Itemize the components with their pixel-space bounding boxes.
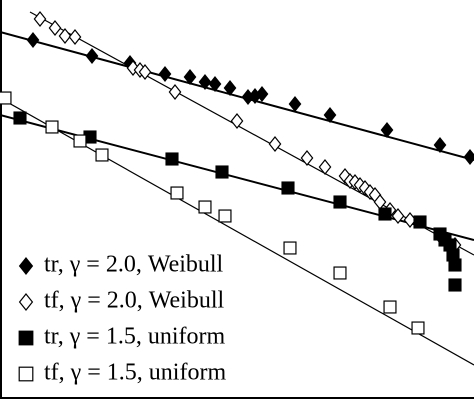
data-point <box>268 136 282 152</box>
fit-line <box>0 31 474 161</box>
data-point <box>68 29 82 45</box>
data-point <box>170 186 184 200</box>
legend-label: tf, γ = 1.5, uniform <box>44 360 226 386</box>
data-point <box>73 134 87 148</box>
data-point <box>168 84 182 100</box>
legend-marker <box>18 257 34 275</box>
data-point <box>0 91 12 105</box>
data-point <box>183 69 197 85</box>
data-point <box>215 165 229 179</box>
data-point <box>13 111 27 125</box>
data-point <box>378 207 392 221</box>
data-point <box>230 113 244 129</box>
data-point <box>158 66 172 82</box>
data-point <box>323 107 337 123</box>
fit-line <box>0 114 474 241</box>
legend-marker <box>18 366 34 382</box>
data-point <box>283 241 297 255</box>
data-point <box>380 122 394 138</box>
data-point <box>318 159 332 175</box>
data-point <box>448 258 462 272</box>
legend-label: tf, γ = 2.0, Weibull <box>44 288 225 314</box>
data-point <box>198 74 212 90</box>
data-point <box>95 148 109 162</box>
data-point <box>45 120 59 134</box>
data-point <box>391 208 405 224</box>
data-point <box>433 137 447 153</box>
data-point <box>255 86 269 102</box>
data-point <box>165 152 179 166</box>
data-point <box>383 300 397 314</box>
data-point <box>448 278 462 292</box>
data-point <box>85 48 99 64</box>
data-point <box>463 149 474 165</box>
legend-label: tr, γ = 2.0, Weibull <box>44 252 224 278</box>
data-point <box>208 76 222 92</box>
data-point <box>333 266 347 280</box>
legend-marker <box>18 293 34 311</box>
data-point <box>138 64 152 80</box>
data-point <box>58 28 72 44</box>
data-point <box>33 11 47 27</box>
data-point <box>333 195 347 209</box>
data-point <box>223 80 237 96</box>
legend-marker <box>18 330 34 346</box>
data-point <box>281 181 295 195</box>
data-point <box>413 215 427 229</box>
data-point <box>26 32 40 48</box>
data-point <box>288 96 302 112</box>
legend-label: tr, γ = 1.5, uniform <box>44 324 225 350</box>
data-point <box>218 209 232 223</box>
data-point <box>48 20 62 36</box>
data-point <box>300 150 314 166</box>
data-point <box>198 200 212 214</box>
data-point <box>411 321 425 335</box>
